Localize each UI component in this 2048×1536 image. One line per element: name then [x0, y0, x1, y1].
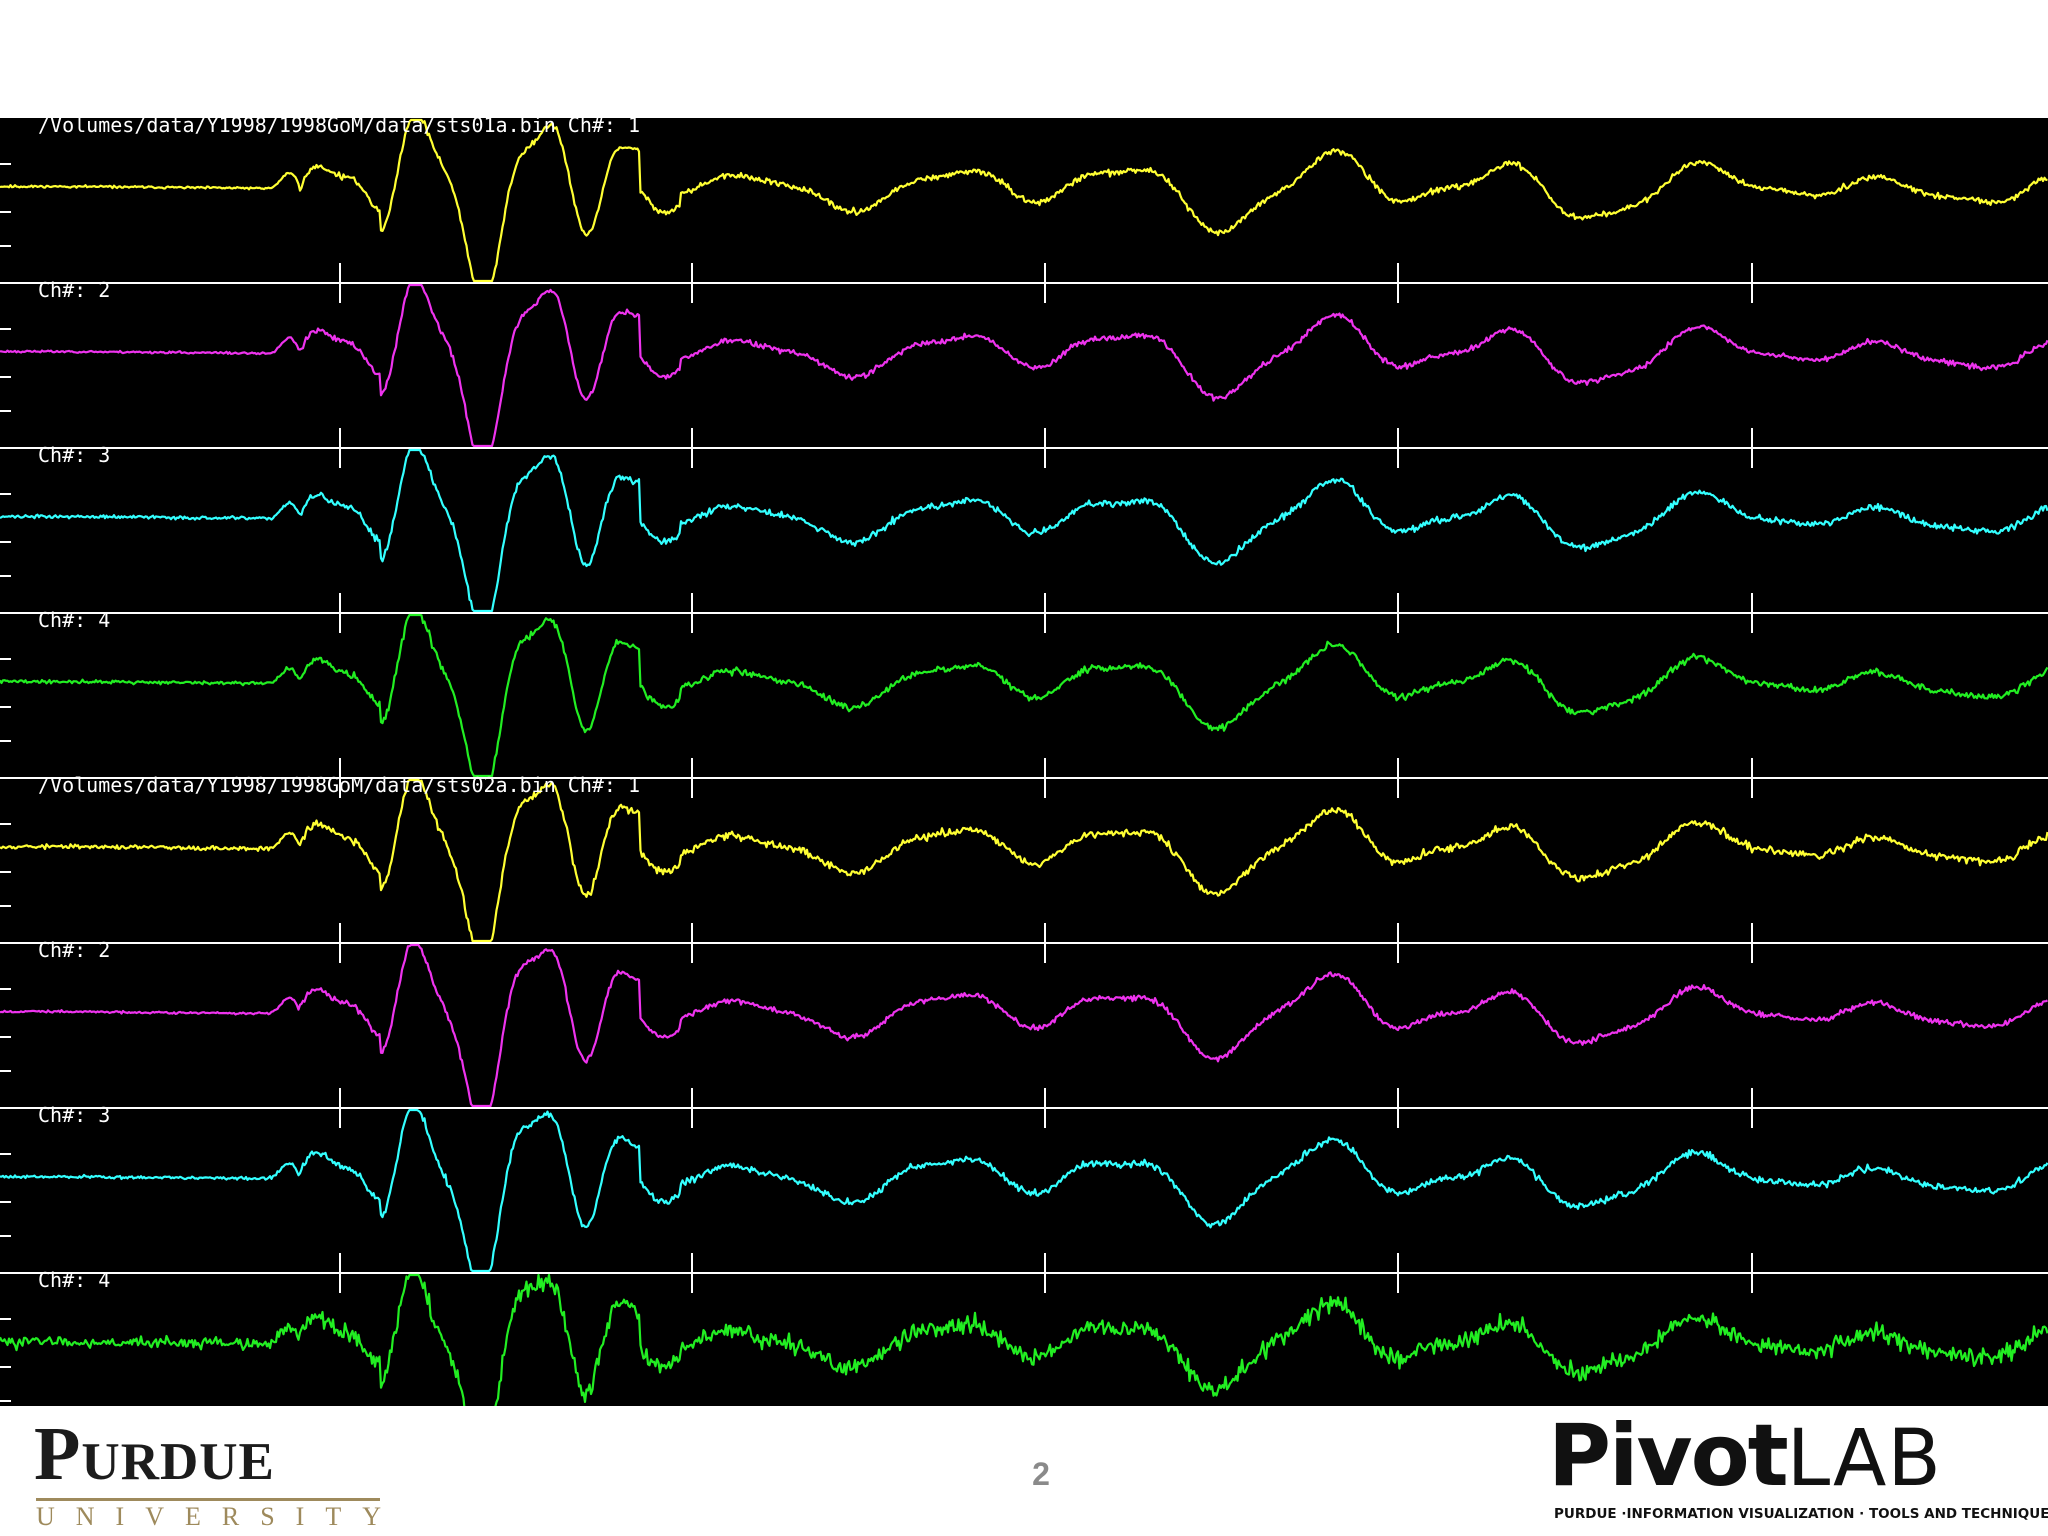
channel-label: Ch#: 2	[38, 938, 110, 962]
channel-label: Ch#: 2	[38, 278, 110, 302]
seismogram-svg: /Volumes/data/Y1998/1998GoM/data/sts01a.…	[0, 118, 2048, 1406]
channel-label: Ch#: 4	[38, 1268, 110, 1292]
trace-panel2-ch4	[0, 1273, 2048, 1406]
channel-label: Ch#: 3	[38, 1103, 110, 1127]
trace-panel2-ch1	[0, 778, 2048, 943]
pivotlab-logo-lab: LAB	[1786, 1414, 1942, 1504]
purdue-university-logo: Purdue UNIVERSITY	[30, 1412, 390, 1531]
panel-header-label: /Volumes/data/Y1998/1998GoM/data/sts02a.…	[38, 773, 640, 797]
purdue-logo-word: Purdue	[34, 1412, 275, 1496]
purdue-logo-subtitle: UNIVERSITY	[36, 1502, 402, 1531]
pivotlab-logo-pivot: Pivot	[1548, 1406, 1789, 1506]
trace-panel1-ch2	[0, 283, 2048, 448]
trace-panel1-ch1	[0, 118, 2048, 283]
panel-header-label: /Volumes/data/Y1998/1998GoM/data/sts01a.…	[38, 118, 640, 137]
channel-label: Ch#: 3	[38, 443, 110, 467]
page-number: 2	[1032, 1456, 1050, 1492]
trace-panel2-ch2	[0, 943, 2048, 1108]
pivotlab-logo: PivotLAB PURDUE ·INFORMATION VISUALIZATI…	[1548, 1410, 2048, 1530]
trace-panel2-ch3	[0, 1108, 2048, 1273]
trace-panel1-ch4	[0, 613, 2048, 778]
seismogram-plot: /Volumes/data/Y1998/1998GoM/data/sts01a.…	[0, 118, 2048, 1406]
channel-label: Ch#: 4	[38, 608, 110, 632]
purdue-logo-rule	[36, 1498, 380, 1501]
pivotlab-tagline: PURDUE ·INFORMATION VISUALIZATION · TOOL…	[1554, 1506, 2048, 1522]
pivotlab-logo-word: PivotLAB	[1548, 1410, 1942, 1526]
trace-panel1-ch3	[0, 448, 2048, 613]
